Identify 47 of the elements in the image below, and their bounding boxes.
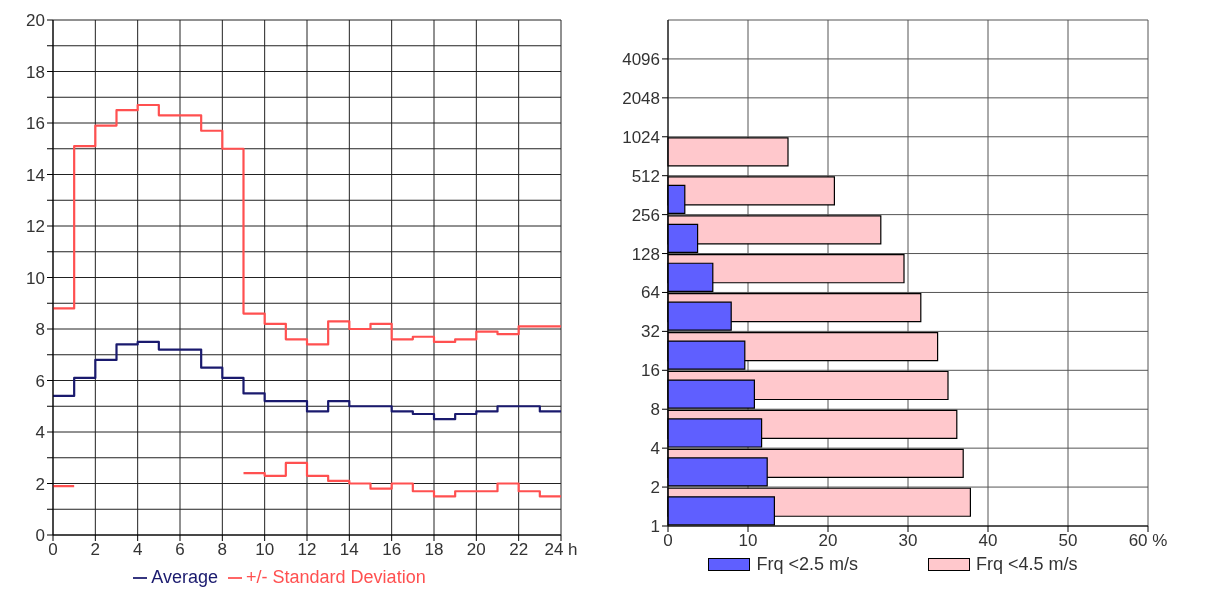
x-tick-label: 12 — [297, 540, 317, 560]
y-tick-label: 256 — [631, 205, 660, 225]
y-tick-label: 12 — [26, 217, 45, 237]
x-tick-label: 18 — [424, 540, 444, 560]
x-tick-label: 0 — [48, 540, 58, 560]
y-tick-label: 1024 — [622, 127, 660, 147]
legend-label: Frq <4.5 m/s — [975, 554, 1078, 575]
y-tick-label: 18 — [26, 62, 45, 82]
y-tick-label: 8 — [35, 320, 45, 340]
x-tick-label: 50 — [1058, 531, 1078, 551]
x-tick-label: 24 h — [544, 540, 578, 560]
y-tick-label: 10 — [26, 268, 45, 288]
legend-label: +/- Standard Deviation — [246, 567, 426, 587]
y-tick-label: 512 — [631, 166, 660, 186]
y-tick-label: 2 — [650, 478, 660, 498]
y-tick-label: 6 — [35, 371, 45, 391]
y-tick-label: 128 — [631, 244, 660, 264]
y-tick-label: 1 — [650, 517, 660, 537]
x-tick-label: 40 — [978, 531, 998, 551]
x-tick-label: 14 — [339, 540, 359, 560]
x-tick-label: 30 — [898, 531, 918, 551]
y-tick-label: 32 — [641, 322, 660, 342]
y-tick-label: 4 — [650, 439, 660, 459]
y-tick-label: 64 — [641, 283, 660, 303]
y-tick-label: 20 — [26, 11, 45, 31]
x-tick-label: 4 — [132, 540, 143, 560]
legend-label: Average — [151, 567, 219, 587]
x-tick-label: 20 — [466, 540, 486, 560]
x-tick-label: 60 % — [1128, 531, 1168, 551]
x-tick-label: 16 — [382, 540, 402, 560]
y-tick-label: 16 — [26, 114, 45, 134]
x-tick-label: 8 — [217, 540, 228, 560]
x-tick-label: 6 — [175, 540, 185, 560]
x-tick-label: 20 — [818, 531, 838, 551]
x-tick-label: 10 — [255, 540, 275, 560]
x-tick-label: 2 — [90, 540, 101, 560]
x-tick-label: 22 — [509, 540, 529, 560]
x-tick-label: 0 — [663, 531, 673, 551]
x-tick-label: 10 — [738, 531, 758, 551]
y-tick-label: 4096 — [622, 49, 660, 69]
y-tick-label: 14 — [26, 165, 45, 185]
y-tick-label: 2048 — [622, 88, 660, 108]
y-tick-label: 4 — [35, 423, 45, 443]
y-tick-label: 8 — [650, 400, 660, 420]
legend-label: Frq <2.5 m/s — [755, 554, 858, 575]
y-tick-label: 16 — [641, 361, 660, 381]
y-tick-label: 2 — [35, 474, 45, 494]
